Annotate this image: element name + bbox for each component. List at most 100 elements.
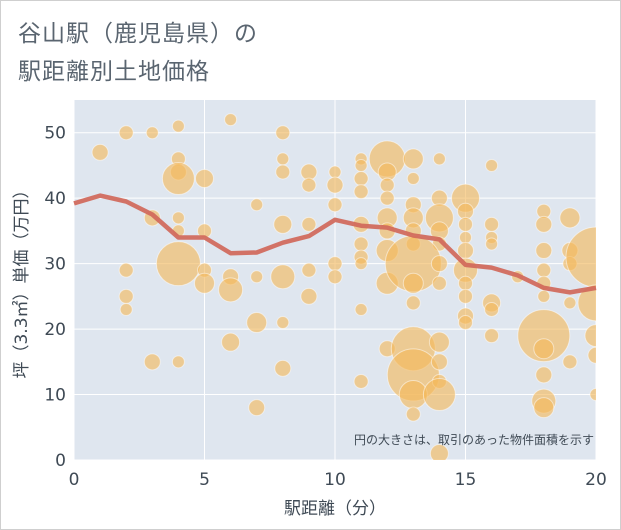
bubble (402, 148, 424, 170)
bubble (458, 275, 473, 291)
bubble (405, 295, 421, 311)
bubble (406, 172, 420, 186)
y-tick-label: 0 (55, 451, 66, 471)
bubble (430, 255, 448, 273)
y-tick-label: 20 (44, 320, 66, 340)
bubble (459, 230, 472, 244)
bubble (587, 346, 596, 364)
bubble (224, 113, 238, 127)
chart-title-line1: 谷山駅（鹿児島県）の (18, 21, 258, 47)
bubble (118, 125, 134, 141)
bubble (326, 176, 344, 194)
bubble (250, 198, 264, 212)
bubble (328, 165, 342, 179)
bubble (161, 162, 195, 196)
x-tick-label: 10 (324, 470, 346, 490)
bubble (119, 302, 133, 316)
bubble (275, 125, 291, 141)
bubble (327, 197, 343, 213)
bubble (430, 353, 448, 371)
bubble (276, 316, 290, 330)
bubble (301, 177, 317, 193)
bubble (432, 152, 446, 166)
bubble (353, 236, 369, 252)
bubble (327, 269, 343, 285)
bubble (354, 257, 368, 271)
bubble (353, 373, 369, 389)
bubble (379, 190, 395, 206)
y-tick-label: 40 (44, 189, 66, 209)
bubble (354, 158, 368, 172)
y-tick-label: 30 (44, 255, 66, 275)
bubble (354, 302, 368, 316)
bubble (563, 296, 577, 310)
bubble (276, 152, 290, 166)
bubble (273, 214, 293, 234)
bubble (577, 284, 596, 322)
bubble (171, 211, 185, 225)
bubble (584, 324, 596, 348)
bubble (195, 169, 214, 189)
bubble (535, 215, 553, 233)
chart-title-line2: 駅距離別土地価格 (18, 59, 210, 85)
bubble (485, 237, 499, 251)
bubble (353, 171, 369, 187)
bubble (250, 270, 264, 284)
bubble (535, 242, 553, 260)
x-tick-label: 0 (69, 470, 80, 490)
bubble (458, 315, 473, 331)
bubble (535, 366, 553, 384)
bubble (484, 301, 500, 317)
bubble (536, 262, 552, 278)
bubble (353, 184, 369, 200)
x-tick-label: 5 (199, 470, 210, 490)
bubble (300, 287, 318, 305)
bubble (458, 216, 473, 232)
bubble (533, 338, 555, 360)
bubble (429, 443, 449, 460)
bubble (221, 332, 241, 352)
size-note: 円の大きさは、取引のあった物件面積を示す (354, 432, 594, 447)
x-axis-label: 駅距離（分） (284, 499, 386, 519)
bubble (275, 164, 291, 180)
bubble (218, 277, 244, 303)
x-tick-label: 20 (585, 470, 607, 490)
y-axis-label: 坪（3.3㎡）単価（万円） (12, 181, 32, 378)
bubble (155, 241, 201, 287)
bubble (458, 288, 473, 304)
bubble (559, 207, 581, 229)
bubble (145, 126, 159, 140)
y-tick-label: 50 (44, 124, 66, 144)
bubble (327, 256, 343, 272)
bubble (537, 289, 551, 303)
bubble (301, 216, 317, 232)
bubble (402, 272, 424, 294)
bubble (589, 388, 596, 402)
bubble (246, 312, 268, 334)
bubble (301, 262, 317, 278)
bubble (405, 406, 421, 422)
bubble (533, 397, 555, 419)
x-tick-label: 15 (455, 470, 477, 490)
bubble (422, 378, 456, 412)
bubble (248, 399, 266, 417)
bubble (118, 262, 134, 278)
bubble (91, 143, 109, 161)
bubble (484, 328, 500, 344)
bubble (270, 264, 296, 290)
y-tick-labels: 0 10 20 30 40 50 (44, 124, 66, 471)
bubble (517, 309, 571, 363)
bubble (194, 272, 215, 294)
bubble (431, 275, 447, 291)
bubble (118, 288, 134, 304)
bubble (484, 216, 500, 232)
trend-line (73, 193, 597, 295)
bubble (379, 177, 395, 193)
x-tick-labels: 0 5 10 15 20 (69, 470, 607, 490)
bubble (457, 242, 474, 260)
y-tick-label: 10 (44, 386, 66, 406)
bubble (274, 359, 292, 377)
bubble (171, 119, 185, 133)
bubble (428, 331, 450, 353)
